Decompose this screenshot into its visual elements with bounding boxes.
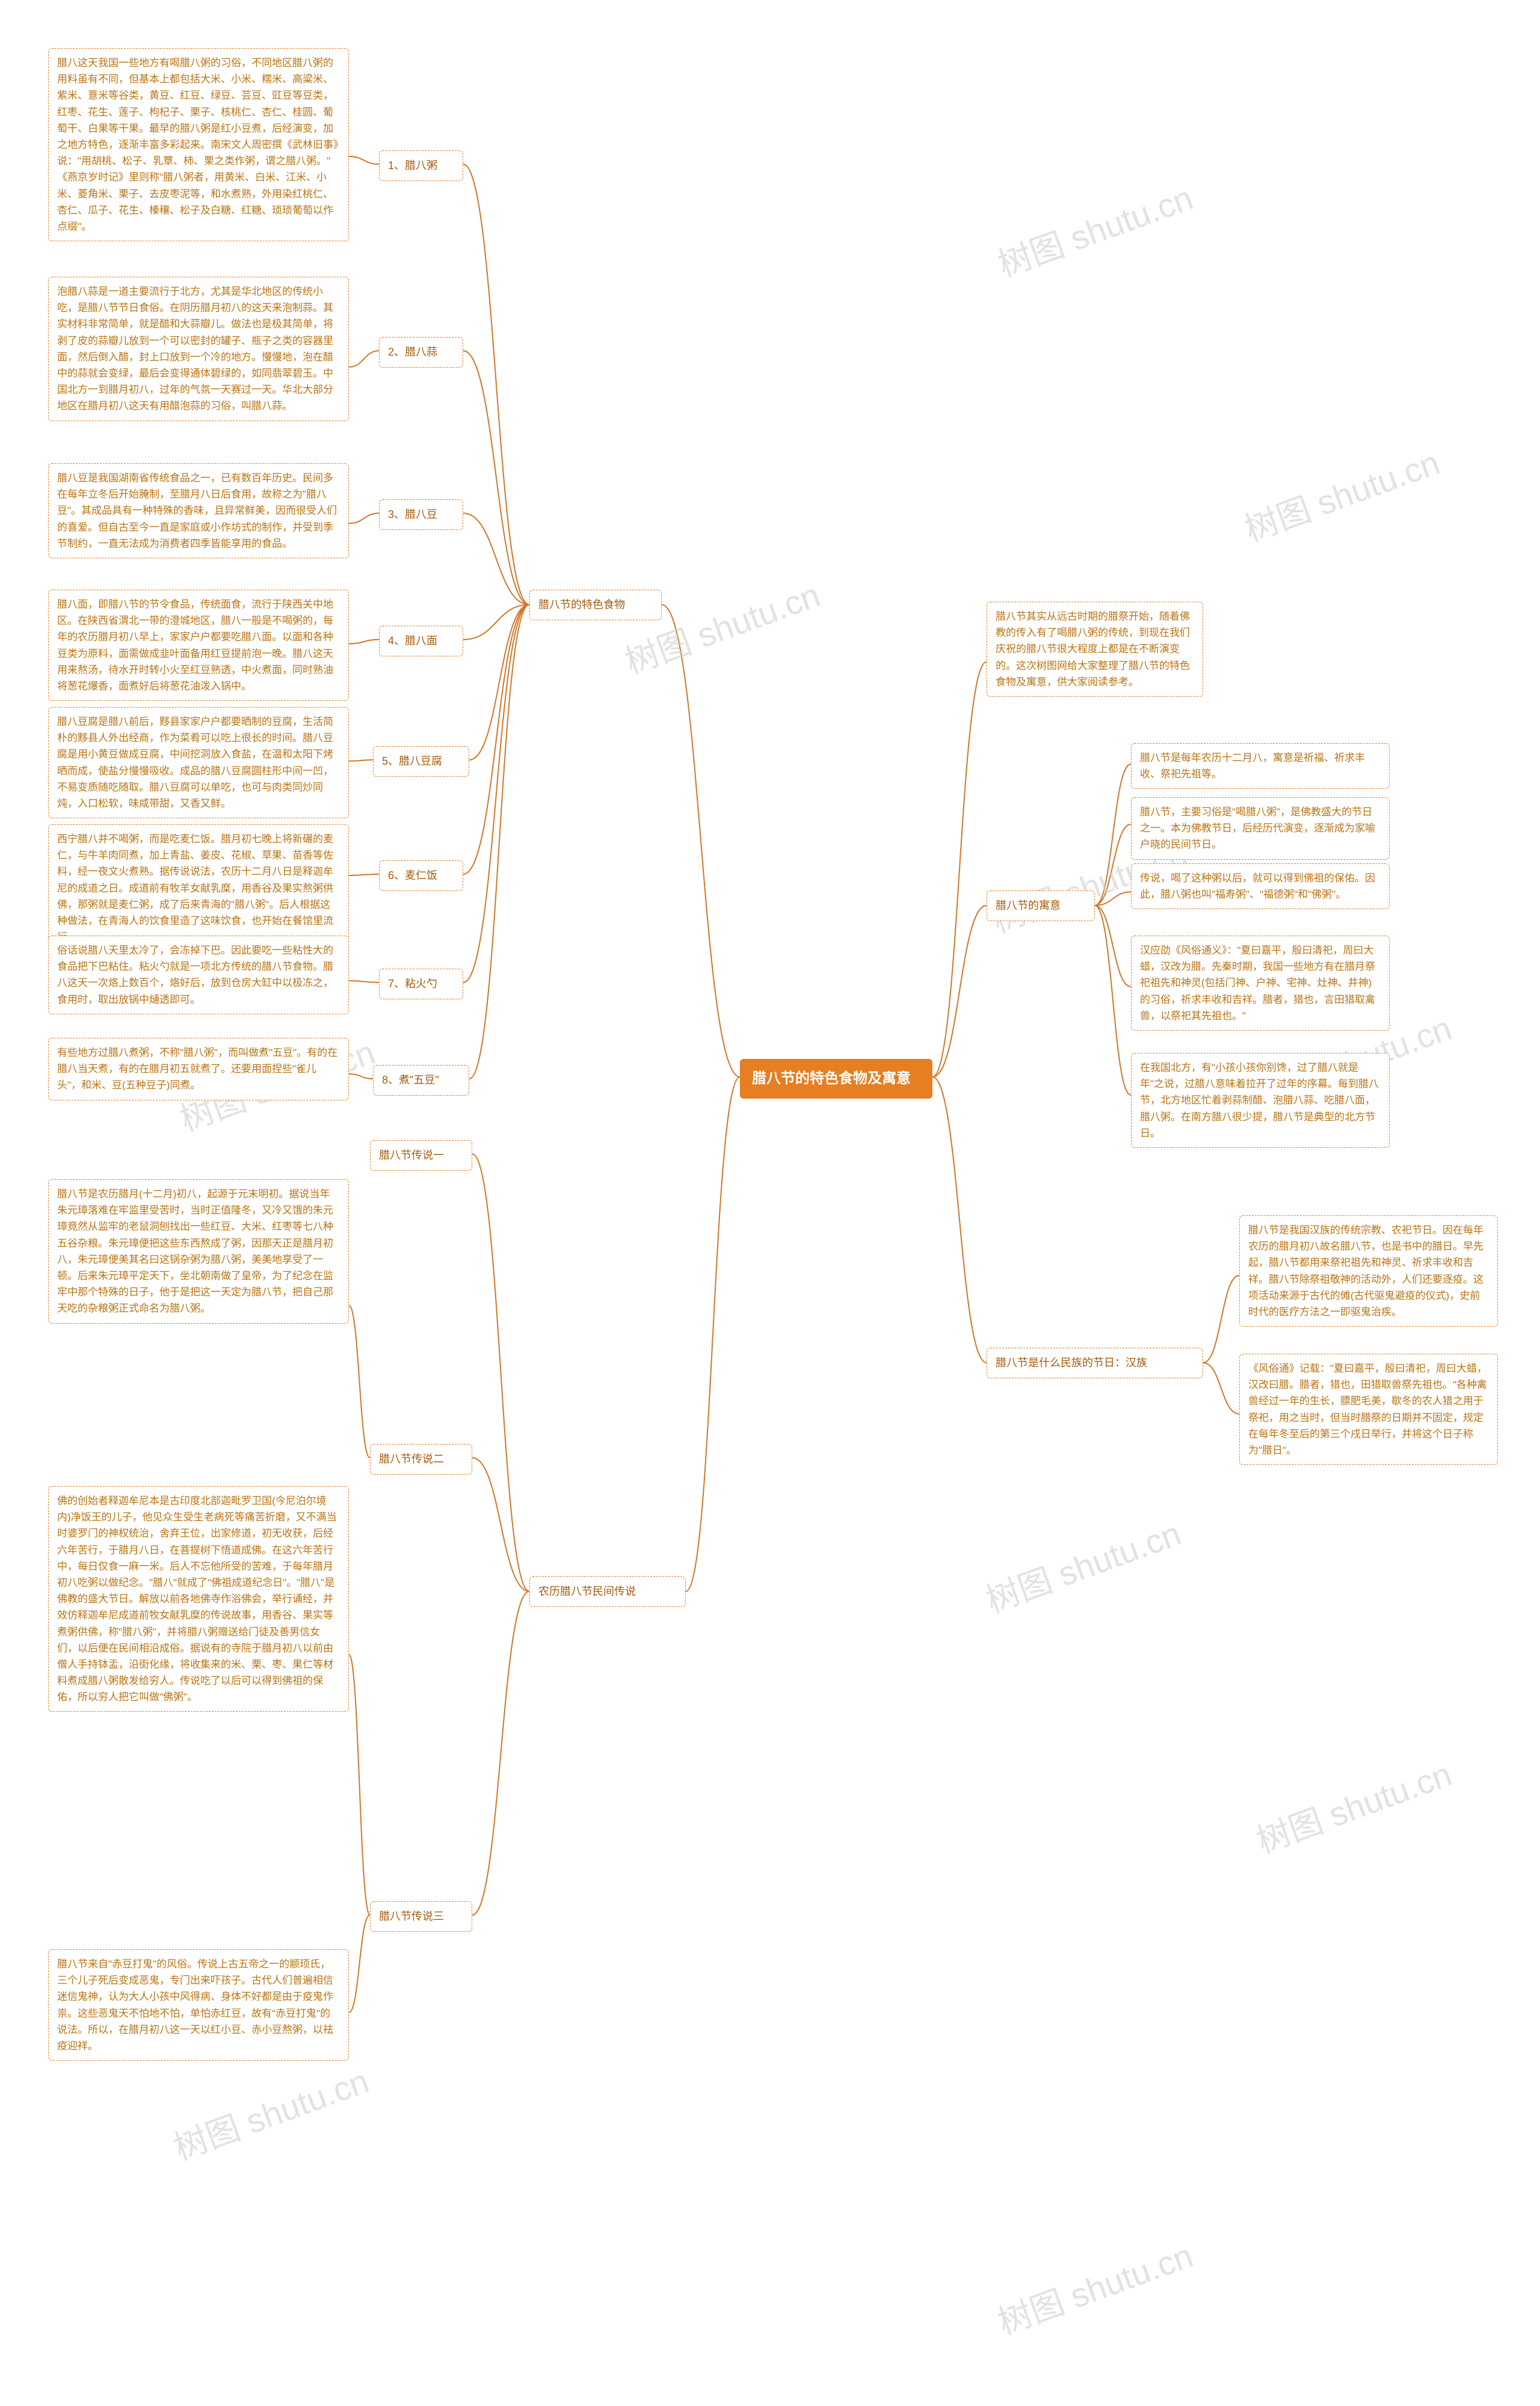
watermark: 树图 shutu.cn [990,2229,1199,2344]
intro-b3: 腊八节其实从远古时期的腊祭开始，随着佛教的传入有了喝腊八粥的传统，到现在我们庆祝… [987,602,1203,697]
child-c4: 4、腊八面 [379,626,463,656]
detail-d11a: 佛的创始者释迦牟尼本是古印度北部迦毗罗卫国(今尼泊尔境内)净饭王的儿子，他见众生… [48,1486,349,1712]
detail-d8: 有些地方过腊八煮粥，不称"腊八粥"，而叫做煮"五豆"。有的在腊八当天煮，有的在腊… [48,1038,349,1100]
child-c3: 3、腊八豆 [379,499,463,530]
child-r3: 传说，喝了这种粥以后，就可以得到佛祖的保佑。因此，腊八粥也叫"福寿粥"、"福德粥… [1131,863,1390,909]
watermark: 树图 shutu.cn [166,2054,375,2170]
child-r4: 汉应劭《风俗通义》："夏曰嘉平，殷曰清祀，周曰大蜡，汉改为腊。先秦时期，我国一些… [1131,936,1390,1031]
child-c10: 腊八节传说二 [370,1444,472,1475]
detail-d6: 西宁腊八并不喝粥，而是吃麦仁饭。腊月初七晚上将新碾的麦仁，与牛羊肉同煮，加上青盐… [48,824,349,952]
watermark: 树图 shutu.cn [990,171,1199,286]
child-c9: 腊八节传说一 [370,1140,472,1171]
watermark: 树图 shutu.cn [1249,1747,1458,1863]
child-c7: 7、粘火勺 [379,969,463,999]
child-c2: 2、腊八蒜 [379,337,463,368]
child-r2: 腊八节，主要习俗是"喝腊八粥"，是佛教盛大的节日之一。本为佛教节日，后经历代演变… [1131,797,1390,860]
child-c5: 5、腊八豆腐 [373,746,469,777]
detail-d11b: 腊八节来自"赤豆打鬼"的风俗。传说上古五帝之一的颛顼氏，三个儿子死后变成恶鬼，专… [48,1949,349,2061]
root-node: 腊八节的特色食物及寓意 [740,1059,932,1099]
branch-b4: 腊八节是什么民族的节日：汉族 [987,1348,1203,1378]
watermark: 树图 shutu.cn [1237,436,1446,551]
child-rr2: 《风俗通》记载："夏曰嘉平，殷曰清祀，周曰大蜡，汉改曰腊。腊者，猎也，田猎取兽祭… [1239,1354,1498,1465]
detail-d7: 俗话说腊八天里太冷了，会冻掉下巴。因此要吃一些粘性大的食品把下巴粘住。粘火勺就是… [48,936,349,1014]
branch-b3: 腊八节的寓意 [987,890,1095,921]
child-c11: 腊八节传说三 [370,1901,472,1932]
watermark: 树图 shutu.cn [617,568,826,683]
child-r1: 腊八节是每年农历十二月八，寓意是祈福、祈求丰收、祭祀先祖等。 [1131,743,1390,789]
detail-d10: 腊八节是农历腊月(十二月)初八，起源于元末明初。据说当年朱元璋落难在牢监里受苦时… [48,1179,349,1324]
detail-d2: 泡腊八蒜是一道主要流行于北方，尤其是华北地区的传统小吃，是腊八节节日食俗。在阴历… [48,277,349,421]
branch-b1: 腊八节的特色食物 [529,590,662,620]
detail-d4: 腊八面，即腊八节的节令食品，传统面食，流行于陕西关中地区。在陕西省渭北一带的澄城… [48,590,349,701]
child-c8: 8、煮"五豆" [373,1065,469,1096]
detail-d1: 腊八这天我国一些地方有喝腊八粥的习俗，不同地区腊八粥的用料虽有不同，但基本上都包… [48,48,349,241]
detail-d3: 腊八豆是我国湖南省传统食品之一，已有数百年历史。民间多在每年立冬后开始腌制，至腊… [48,463,349,558]
child-c6: 6、麦仁饭 [379,860,463,891]
child-r5: 在我国北方，有"小孩小孩你别馋，过了腊八就是年"之说，过腊八意味着拉开了过年的序… [1131,1053,1390,1148]
detail-d5: 腊八豆腐是腊八前后，黟县家家户户都要晒制的豆腐，生活简朴的黟县人外出经商，作为菜… [48,707,349,818]
watermark: 树图 shutu.cn [978,1507,1187,1622]
branch-b2: 农历腊八节民间传说 [529,1576,686,1607]
mindmap-canvas: 树图 shutu.cn 树图 shutu.cn 树图 shutu.cn 树图 shut… [0,0,1540,2406]
child-c1: 1、腊八粥 [379,150,463,181]
child-rr1: 腊八节是我国汉族的传统宗教、农祀节日。因在每年农历的腊月初八故名腊八节，也是书中… [1239,1215,1498,1327]
